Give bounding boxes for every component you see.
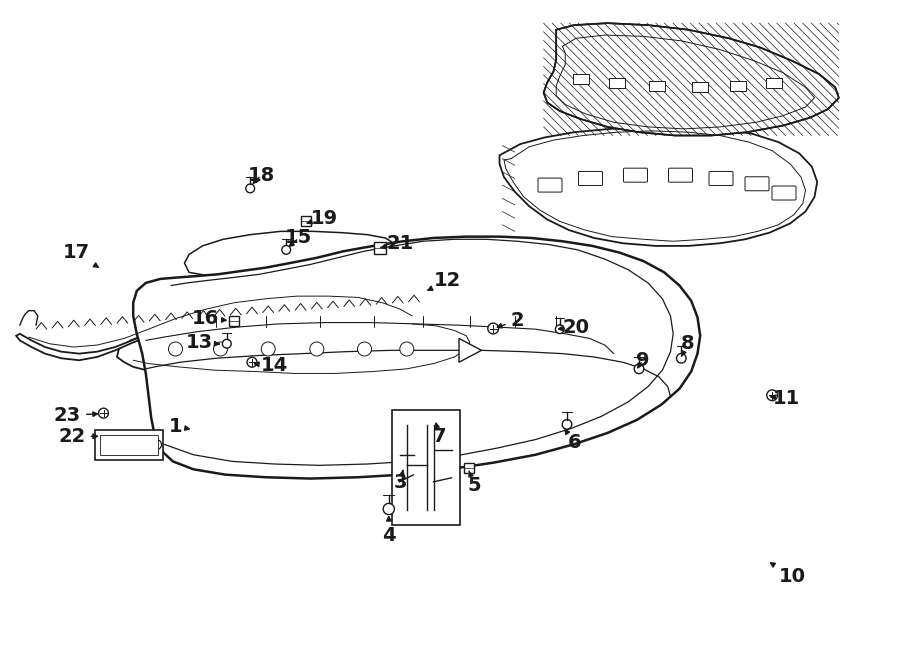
Bar (392, 410, 460, 525)
Circle shape (400, 342, 414, 356)
Text: 13: 13 (186, 333, 220, 352)
FancyBboxPatch shape (94, 430, 163, 459)
Text: 23: 23 (54, 406, 97, 424)
Text: 18: 18 (248, 166, 274, 184)
Polygon shape (184, 231, 400, 284)
FancyBboxPatch shape (649, 81, 665, 91)
Circle shape (247, 358, 257, 367)
Bar (374, 242, 386, 254)
Circle shape (562, 420, 572, 429)
Circle shape (383, 504, 394, 514)
Circle shape (488, 323, 499, 334)
FancyBboxPatch shape (624, 168, 647, 182)
Circle shape (138, 440, 148, 449)
Circle shape (282, 245, 291, 254)
Circle shape (222, 339, 231, 348)
Circle shape (767, 390, 778, 401)
Bar (301, 216, 311, 227)
Text: 14: 14 (255, 356, 288, 375)
Text: 12: 12 (428, 272, 461, 290)
Text: 9: 9 (635, 351, 650, 369)
FancyBboxPatch shape (692, 82, 708, 93)
Circle shape (246, 184, 255, 193)
FancyBboxPatch shape (608, 77, 625, 88)
Text: 1: 1 (168, 417, 189, 436)
Text: 17: 17 (63, 243, 98, 267)
Polygon shape (459, 338, 482, 362)
Text: 4: 4 (382, 517, 396, 545)
Text: 7: 7 (432, 423, 446, 446)
Text: 19: 19 (307, 209, 338, 227)
Circle shape (213, 342, 228, 356)
FancyBboxPatch shape (100, 435, 158, 455)
Circle shape (357, 342, 372, 356)
Text: 20: 20 (559, 318, 590, 336)
Text: 16: 16 (192, 309, 226, 328)
Polygon shape (16, 292, 423, 360)
Text: 2: 2 (498, 311, 525, 330)
Polygon shape (133, 237, 700, 479)
Circle shape (634, 364, 644, 373)
FancyBboxPatch shape (745, 176, 769, 191)
FancyBboxPatch shape (730, 81, 746, 91)
Circle shape (261, 342, 275, 356)
Circle shape (99, 408, 109, 418)
FancyBboxPatch shape (669, 168, 692, 182)
Text: 5: 5 (467, 471, 482, 495)
Polygon shape (500, 127, 817, 246)
Circle shape (168, 342, 183, 356)
FancyBboxPatch shape (709, 171, 733, 186)
Circle shape (118, 440, 128, 449)
Bar (229, 315, 239, 326)
Text: 10: 10 (770, 563, 806, 586)
Circle shape (555, 325, 564, 334)
Polygon shape (117, 321, 488, 382)
Text: 3: 3 (394, 470, 407, 492)
FancyBboxPatch shape (538, 178, 562, 192)
Circle shape (104, 440, 113, 449)
Polygon shape (544, 23, 839, 136)
FancyBboxPatch shape (572, 74, 589, 85)
Bar (464, 463, 474, 473)
Text: 21: 21 (381, 234, 414, 253)
Circle shape (151, 440, 161, 449)
Text: 8: 8 (680, 334, 695, 356)
FancyBboxPatch shape (772, 186, 796, 200)
Circle shape (677, 354, 686, 363)
Circle shape (310, 342, 324, 356)
FancyBboxPatch shape (579, 171, 602, 186)
FancyBboxPatch shape (766, 77, 782, 88)
Text: 22: 22 (58, 427, 97, 446)
Text: 6: 6 (565, 430, 581, 452)
Text: 11: 11 (770, 389, 800, 408)
Text: 15: 15 (285, 229, 312, 247)
